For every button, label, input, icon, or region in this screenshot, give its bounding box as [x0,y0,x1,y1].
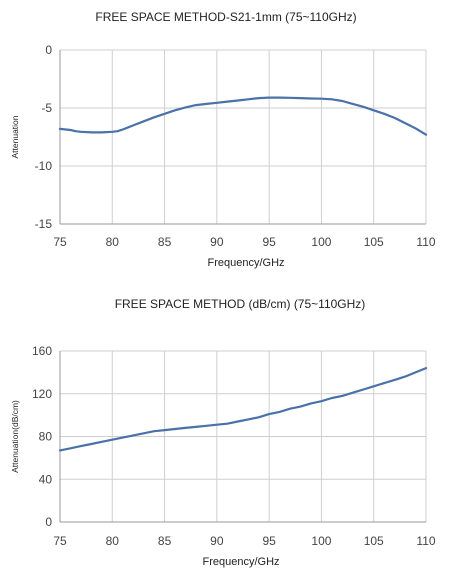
y-tick-label: 160 [32,344,52,358]
series-line [58,367,428,452]
y-tick-label: -10 [35,159,53,173]
x-tick-label: 90 [210,534,224,548]
x-tick-label: 105 [364,534,384,548]
x-tick-label: 85 [158,534,172,548]
y-axis-label: Attenuation [10,115,20,158]
y-tick-label: -5 [41,101,52,115]
x-tick-label: 80 [106,534,120,548]
x-axis-label: Frequency/GHz [207,257,284,269]
y-tick-label: 0 [45,43,52,57]
chart-title: FREE SPACE METHOD-S21-1mm (75~110GHz) [95,10,356,24]
series-line [58,96,428,136]
y-tick-label: 0 [45,515,52,529]
x-tick-label: 75 [53,534,67,548]
x-tick-label: 105 [364,235,384,249]
x-tick-label: 100 [311,235,331,249]
chart-2: FREE SPACE METHOD (dB/cm) (75~110GHz) 160… [10,297,436,568]
y-tick-label: 40 [39,472,53,486]
chart-title: FREE SPACE METHOD (dB/cm) (75~110GHz) [115,297,366,311]
y-tick-label: 120 [32,387,52,401]
y-tick-label: -15 [35,217,53,231]
x-axis-label: Frequency/GHz [202,556,279,568]
x-tick-label: 85 [158,235,172,249]
x-tick-label: 95 [262,534,276,548]
x-tick-label: 80 [106,235,120,249]
x-tick-label: 110 [416,534,435,548]
y-axis-label: Attenuation(dB/cm) [10,400,20,473]
chart-1: FREE SPACE METHOD-S21-1mm (75~110GHz) 0 -5… [10,10,436,269]
x-tick-label: 90 [210,235,224,249]
x-tick-label: 75 [53,235,67,249]
x-tick-label: 100 [311,534,331,548]
x-tick-label: 110 [416,235,435,249]
y-tick-label: 80 [39,430,53,444]
x-tick-label: 95 [262,235,276,249]
